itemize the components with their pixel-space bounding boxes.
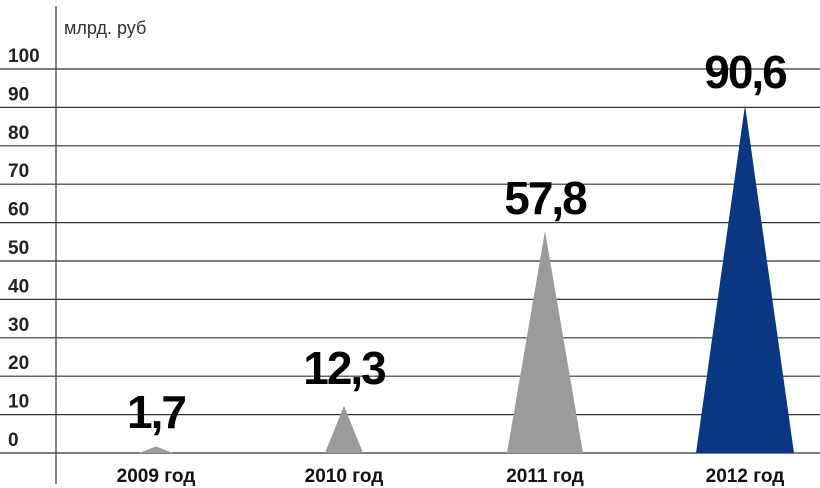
gridlines xyxy=(0,68,820,454)
x-category-label: 2009 год xyxy=(117,466,196,487)
y-tick-label: 70 xyxy=(8,161,29,182)
y-tick-label: 90 xyxy=(8,84,29,105)
value-label: 12,3 xyxy=(303,342,385,394)
y-tick-label: 50 xyxy=(8,238,29,259)
x-axis-categories: 2009 год 2010 год 2011 год 2012 год xyxy=(117,466,785,487)
y-axis-ticks: 0 10 20 30 40 50 60 70 80 90 100 xyxy=(8,46,40,451)
x-category-label: 2010 год xyxy=(305,466,384,487)
y-tick-label: 0 xyxy=(8,430,19,451)
x-category-label: 2011 год xyxy=(506,466,584,487)
y-tick-label: 80 xyxy=(8,123,29,144)
bar-2012 xyxy=(696,105,794,453)
bar-2010 xyxy=(325,405,363,453)
y-tick-label: 60 xyxy=(8,200,29,221)
value-labels: 1,7 12,3 57,8 90,6 xyxy=(127,46,788,438)
x-category-label: 2012 год xyxy=(706,466,785,487)
y-tick-label: 20 xyxy=(8,353,29,374)
bars xyxy=(139,105,794,453)
value-label: 1,7 xyxy=(127,386,185,438)
y-tick-label: 40 xyxy=(8,276,29,297)
y-tick-label: 30 xyxy=(8,315,29,336)
unit-label: млрд. руб xyxy=(64,18,146,38)
y-tick-label: 100 xyxy=(8,46,40,67)
value-label: 57,8 xyxy=(504,172,587,224)
y-tick-label: 10 xyxy=(8,392,29,413)
value-label: 90,6 xyxy=(704,46,786,98)
bar-2011 xyxy=(507,231,583,453)
bar-2009 xyxy=(139,446,173,453)
